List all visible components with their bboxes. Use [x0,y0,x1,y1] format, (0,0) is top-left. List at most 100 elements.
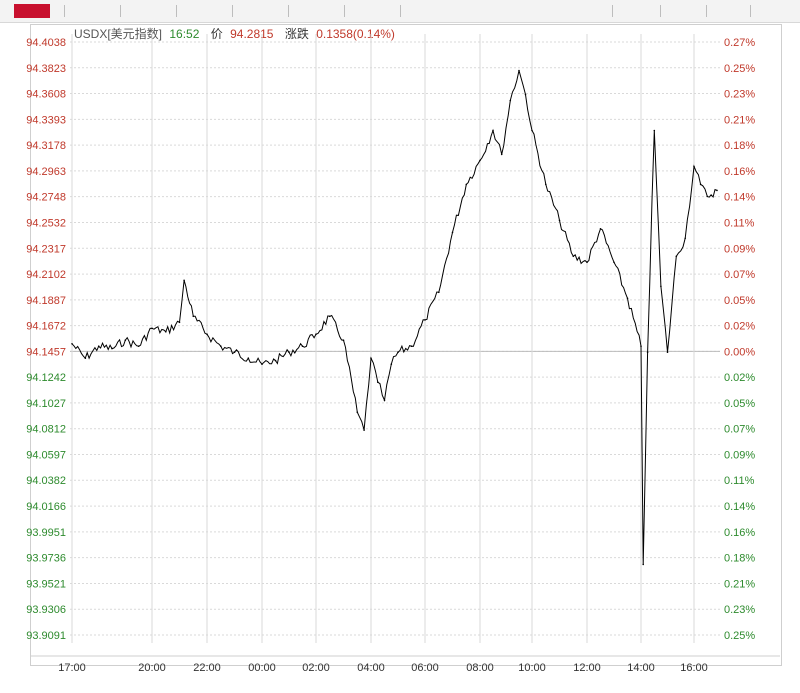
series-point [356,411,359,414]
series-point [545,183,547,186]
series-point [178,321,181,324]
percent-tick-label: 0.18% [724,553,755,565]
series-point [613,261,615,264]
time-tick-label: 04:00 [357,662,385,674]
series-point [220,345,222,348]
series-point [84,357,87,360]
series-point [653,129,656,132]
price-tick-label: 93.9736 [26,553,66,565]
series-point [315,333,317,336]
series-point [137,345,140,348]
price-tick-label: 94.1457 [26,346,66,358]
series-point [451,231,454,234]
percent-tick-label: 0.27% [724,37,755,49]
series-point [383,399,386,402]
series-point [531,129,533,132]
percent-tick-label: 0.16% [724,527,755,539]
series-point [684,237,686,240]
price-tick-label: 94.1027 [26,398,66,410]
series-point [301,345,304,348]
series-point [247,357,250,360]
percent-tick-label: 0.02% [724,372,755,384]
series-point [646,351,649,354]
time-tick-label: 14:00 [627,662,655,674]
percent-tick-label: 0.11% [724,475,755,487]
series-point [111,347,113,350]
series-point [666,351,669,354]
series-point [716,189,718,192]
series-point [151,327,153,330]
series-point [183,279,185,282]
time-tick-label: 17:00 [58,662,86,674]
time-tick-label: 02:00 [302,662,330,674]
toolbar-separator [176,5,177,17]
time-tick-label: 10:00 [518,662,546,674]
series-point [390,363,393,366]
series-point [706,195,709,198]
percent-tick-label: 0.11% [724,218,755,230]
series-point [370,357,372,360]
price-series [71,69,718,566]
price-tick-label: 94.0597 [26,449,66,461]
percent-tick-label: 0.05% [724,398,755,410]
series-point [342,339,345,342]
quote-header: USDX[美元指数] 16:52 价 94.2815 涨跌 0.1358(0.1… [74,26,395,42]
series-point [274,359,277,362]
percent-tick-label: 0.14% [724,192,755,204]
series-point [640,345,642,348]
series-point [465,183,468,186]
toolbar-separator [344,5,345,17]
price-tick-label: 93.9306 [26,604,66,616]
price-axis: 94.4038 94.3823 94.3608 94.3393 94.3178 94.29… [26,37,66,642]
percent-axis: 0.27% 0.25% 0.23% 0.21% 0.18% 0.16% 0.14% 0.11%… [724,37,755,642]
percent-tick-label: 0.09% [724,449,755,461]
percent-tick-label: 0.21% [724,578,755,590]
series-point [500,153,503,156]
price-tick-label: 94.0812 [26,424,66,436]
price-tick-label: 94.1672 [26,321,66,333]
price-tick-label: 94.0382 [26,475,66,487]
percent-tick-label: 0.16% [724,166,755,178]
time-tick-label: 08:00 [466,662,494,674]
series-point [410,345,413,348]
percent-tick-label: 0.18% [724,140,755,152]
series-point [509,99,512,102]
series-point [642,563,644,566]
price-label: 价 [210,27,223,41]
series-point [363,429,365,431]
series-point [492,129,494,132]
quote-time: 16:52 [169,27,200,41]
series-point [206,333,208,336]
price-tick-label: 94.1242 [26,372,66,384]
series-line [71,70,718,565]
series-point [572,255,575,258]
series-point [438,291,440,294]
percent-tick-label: 0.05% [724,295,755,307]
series-point [288,351,290,354]
price-tick-label: 94.1887 [26,295,66,307]
series-point [524,93,527,96]
price-tick-label: 93.9091 [26,630,66,642]
series-point [192,315,195,318]
toolbar-separator [612,5,613,17]
percent-tick-label: 0.09% [724,243,755,255]
price-tick-label: 94.2532 [26,218,66,230]
toolbar-separator [750,5,751,17]
time-tick-label: 00:00 [248,662,276,674]
series-point [424,319,426,321]
series-point [675,255,678,258]
price-tick-label: 94.2748 [26,192,66,204]
price-tick-label: 93.9951 [26,527,66,539]
time-axis: 17:00 20:00 22:00 00:00 02:00 04:00 06:00 08:00… [30,655,780,674]
price-tick-label: 94.3608 [26,89,66,101]
toolbar-separator [64,5,65,17]
series-point [699,183,702,186]
series-point [233,351,236,354]
time-tick-label: 16:00 [680,662,708,674]
active-tab-marker[interactable] [14,4,50,18]
percent-tick-label: 0.25% [724,63,755,75]
percent-tick-label: 0.00% [724,346,755,358]
percent-tick-label: 0.14% [724,501,755,513]
series-point [660,285,662,288]
